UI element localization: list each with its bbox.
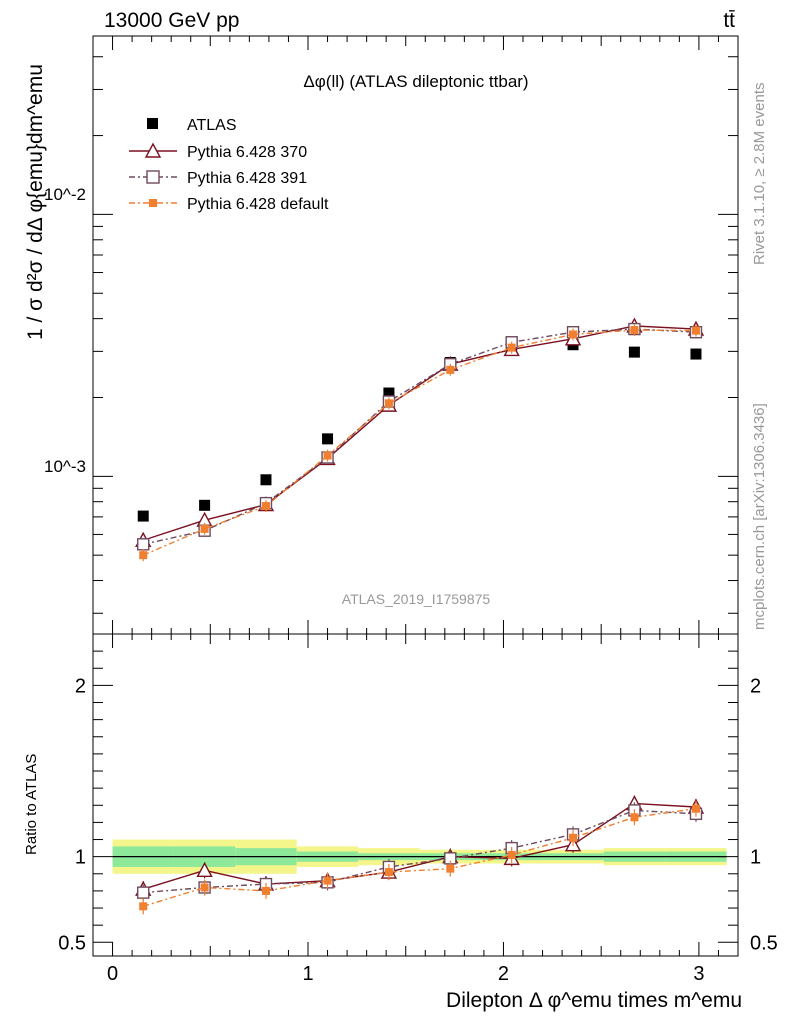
ratio-point-2-6 [507, 850, 516, 859]
ratio-point-0-1 [196, 861, 213, 878]
main-point-3-1 [200, 524, 209, 533]
ratio-point-2-9 [691, 804, 700, 813]
main-point-3-9 [691, 326, 700, 335]
main-series-line-3 [142, 329, 696, 556]
x-axis-label: Dilepton Δ φ^emu times m^emu [446, 989, 742, 1012]
x-tick-label: 1 [302, 963, 313, 985]
main-point-3-5 [446, 365, 455, 374]
ratio-series-line-2 [143, 808, 697, 907]
header-right-label: tt̄ [723, 9, 735, 32]
ratio-point-1-0 [137, 886, 150, 899]
main-point-2-0 [137, 538, 150, 551]
main-plot-title: Δφ(ll) (ATLAS dileptonic ttbar) [303, 72, 528, 91]
mcplots-label: mcplots.cern.ch [arXiv:1306.3436] [751, 403, 768, 630]
legend-marker-pdefault [149, 199, 157, 207]
main-y-axis-label: 1 / σ d²σ / dΔ φ{emu}dm^emu [24, 64, 47, 340]
legend-label-p391: Pythia 6.428 391 [187, 170, 307, 187]
ratio-series-line-1 [143, 809, 697, 894]
ratio-tick-labels: 0.5 0.5 1 1 2 2 0 1 2 3 [58, 675, 778, 985]
legend-label-atlas: ATLAS [187, 117, 237, 134]
x-tick-label: 0 [107, 963, 118, 985]
main-series [135, 317, 705, 562]
main-point-0-0 [137, 510, 149, 522]
main-point-3-0 [139, 551, 148, 560]
ratio-y-tick-label-left: 1 [75, 847, 86, 869]
main-point-3-2 [261, 502, 270, 511]
main-point-3-6 [507, 343, 516, 352]
ratio-y-tick-label-right: 0.5 [750, 932, 778, 954]
legend-marker-atlas [147, 118, 158, 129]
ratio-y-axis-label: Ratio to ATLAS [23, 754, 40, 855]
ratio-series-line-0 [143, 802, 697, 890]
main-point-3-7 [569, 330, 578, 339]
ratio-point-2-3 [323, 876, 332, 885]
ratio-point-2-4 [384, 868, 393, 877]
ratio-point-2-8 [630, 813, 639, 822]
main-y-tick-label-1e-2: 10^-2 [44, 185, 86, 204]
main-point-0-1 [199, 499, 211, 511]
x-tick-label: 2 [498, 963, 509, 985]
ratio-point-2-2 [261, 886, 270, 895]
main-point-3-3 [323, 451, 332, 460]
ratio-plot-frame [92, 633, 739, 957]
ratio-y-tick-label-left: 0.5 [58, 932, 86, 954]
ratio-series [135, 795, 705, 915]
legend-label-pdefault: Pythia 6.428 default [187, 196, 329, 213]
ratio-point-2-0 [139, 902, 148, 911]
main-series-line-1 [143, 325, 697, 541]
legend-marker-p370 [144, 142, 162, 158]
main-y-tick-label-1e-3: 10^-3 [44, 457, 86, 476]
main-point-0-8 [628, 346, 640, 358]
main-point-3-4 [384, 399, 393, 408]
ratio-panel: 0.5 0.5 1 1 2 2 0 1 2 3 Ratio to ATLAS Dilepton Δ… [23, 633, 778, 1012]
legend: ATLAS Pythia 6.428 370 Pythia 6.428 391 … [129, 117, 329, 213]
header-left-label: 13000 GeV pp [104, 9, 239, 32]
main-point-0-9 [690, 348, 702, 360]
legend-label-p370: Pythia 6.428 370 [187, 144, 307, 161]
main-ticks [93, 36, 738, 634]
ratio-point-2-5 [446, 864, 455, 873]
main-point-3-8 [630, 325, 639, 334]
main-point-0-4 [383, 387, 395, 399]
legend-marker-p391 [146, 170, 160, 184]
ratio-point-2-1 [200, 883, 209, 892]
ratio-point-2-7 [569, 833, 578, 842]
ratio-y-tick-label-right: 2 [750, 675, 761, 697]
ratio-y-tick-label-left: 2 [75, 675, 86, 697]
main-panel: Δφ(ll) (ATLAS dileptonic ttbar) ATLAS_20… [24, 35, 739, 635]
main-series-line-2 [143, 328, 697, 546]
main-point-0-2 [260, 474, 272, 486]
ratio-ticks [93, 634, 738, 956]
rivet-version-label: Rivet 3.1.10, ≥ 2.8M events [751, 83, 768, 266]
main-point-0-3 [322, 433, 334, 445]
ratio-y-tick-label-right: 1 [750, 847, 761, 869]
x-tick-label: 3 [693, 963, 704, 985]
analysis-id-label: ATLAS_2019_I1759875 [342, 591, 491, 607]
